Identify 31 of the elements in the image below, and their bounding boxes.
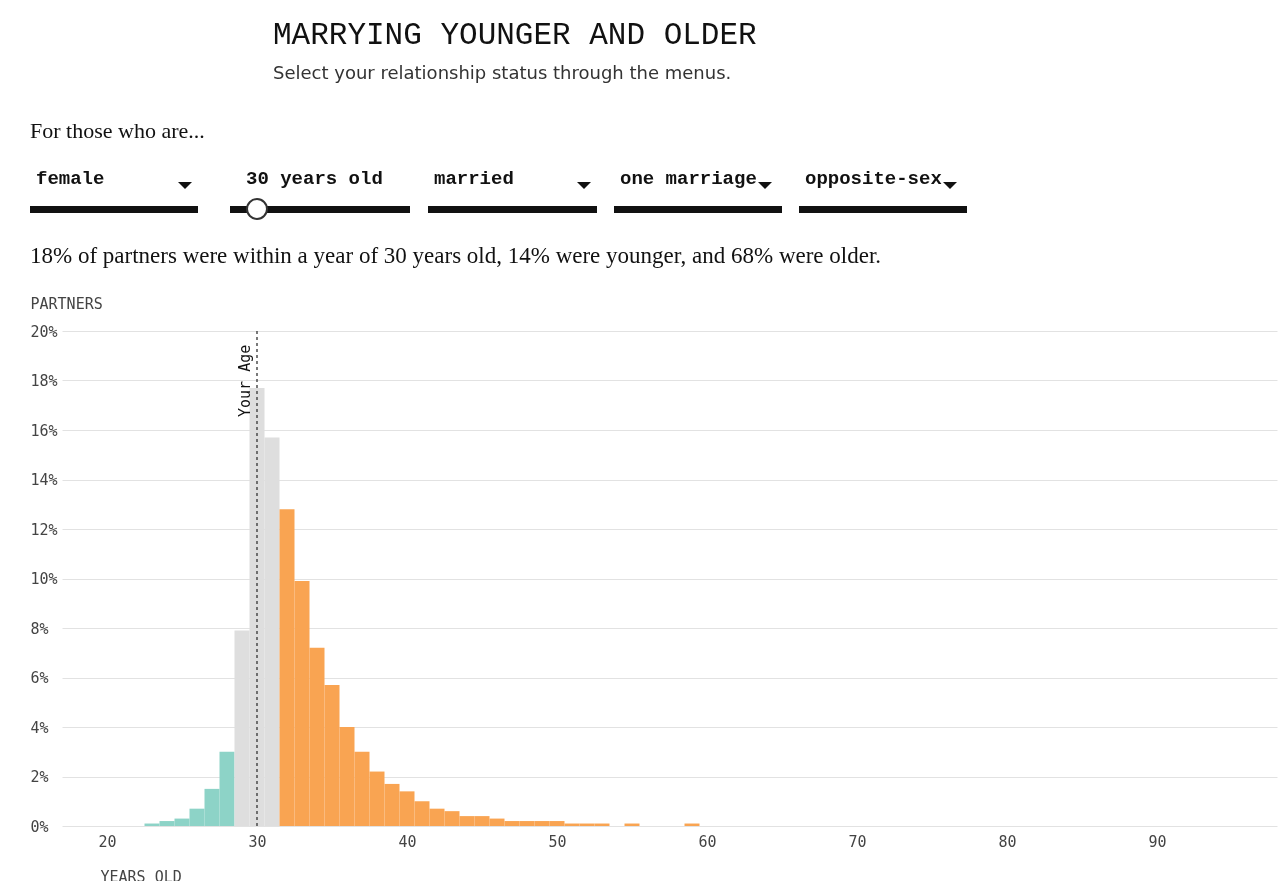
ref-line-label: Your Age: [236, 344, 254, 417]
y-tick-label: 14%: [30, 471, 58, 489]
x-tick-label: 40: [398, 832, 417, 851]
y-tick-label: 0%: [30, 817, 49, 836]
x-axis-title: YEARS OLD: [100, 867, 182, 886]
x-tick-label: 70: [848, 832, 867, 851]
text: married: [434, 168, 514, 190]
text: one marriage: [620, 168, 757, 190]
chart-title: MARRYING YOUNGER AND OLDER: [273, 18, 757, 53]
x-tick-label: 50: [548, 832, 567, 851]
y-axis-title: PARTNERS: [30, 294, 103, 313]
y-tick-label: 8%: [30, 619, 49, 638]
y-tick-label: 18%: [30, 372, 58, 390]
text: 30 years old: [246, 168, 383, 190]
y-tick-label: 16%: [30, 421, 58, 440]
text: opposite-sex: [805, 168, 942, 190]
x-tick-label: 20: [98, 832, 117, 851]
y-tick-label: 2%: [30, 768, 49, 786]
chart-subtitle: Select your relationship status through the menus.: [273, 62, 732, 83]
text: female: [36, 168, 105, 190]
y-tick-label: 12%: [30, 520, 58, 539]
y-tick-label: 4%: [30, 718, 49, 737]
x-tick-label: 60: [698, 832, 717, 851]
y-tick-label: 20%: [30, 322, 58, 341]
text: For those who are...: [30, 118, 205, 144]
y-tick-label: 6%: [30, 669, 49, 687]
x-tick-label: 90: [1148, 832, 1167, 851]
x-tick-label: 30: [248, 832, 267, 851]
text: 18% of partners were within a year of 30 years old, 14% were younger, and 68% were older.: [30, 243, 882, 269]
x-tick-label: 80: [998, 832, 1017, 851]
y-tick-label: 10%: [30, 570, 58, 588]
